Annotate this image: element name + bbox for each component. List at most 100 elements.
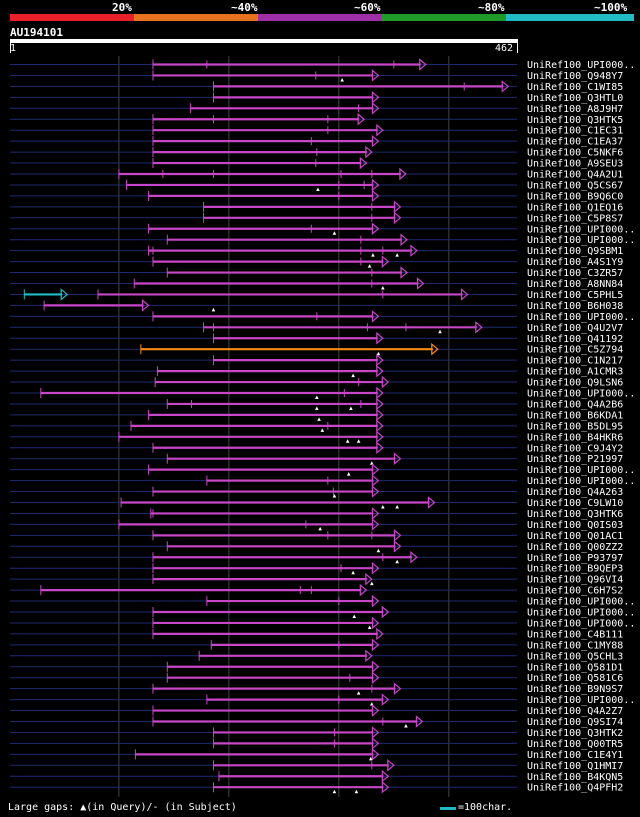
hit-end-arrow — [376, 386, 384, 400]
hit-label: UniRef100_A8NN84 — [527, 279, 623, 290]
hit-end-arrow — [381, 769, 390, 783]
hit-end-arrow — [365, 572, 373, 586]
query-gap-marker — [381, 286, 385, 290]
hit-label: UniRef100_Q9LSN6 — [527, 378, 623, 389]
hit-end-arrow — [371, 485, 380, 498]
color-bin-40 — [134, 14, 258, 21]
hit-end-arrow — [371, 222, 380, 236]
query-gap-marker — [352, 614, 357, 618]
hit-label: UniRef100_Q4A2U1 — [527, 170, 623, 181]
hit-label: UniRef100_Q00ZZ2 — [527, 542, 623, 553]
hit-label: UniRef100_B4HKR6 — [527, 432, 623, 443]
hit-label: UniRef100_C4B111 — [527, 629, 623, 640]
query-gap-marker — [370, 702, 374, 706]
hit-end-arrow — [415, 715, 424, 728]
hit-label: UniRef100_Q4U2V7 — [527, 323, 623, 334]
hit-label: UniRef100_C1WI85 — [527, 82, 623, 93]
hit-end-arrow — [393, 540, 402, 553]
query-gap-marker — [316, 187, 320, 191]
query-gap-marker — [367, 625, 372, 629]
hit-label: UniRef100_Q9SI74 — [527, 717, 623, 728]
query-gap-marker — [381, 505, 385, 509]
hit-end-arrow — [376, 364, 384, 378]
percent-label-60: ~60% — [354, 1, 381, 14]
hit-label: UniRef100_Q1EQ16 — [527, 202, 623, 213]
hit-end-arrow — [381, 375, 390, 389]
hit-end-arrow — [381, 693, 390, 706]
percent-label-20: 20% — [112, 1, 132, 14]
hit-end-arrow — [393, 682, 402, 695]
query-gap-marker — [332, 789, 337, 794]
hit-end-arrow — [371, 102, 380, 115]
query-gap-marker — [404, 724, 408, 728]
hit-label: UniRef100_Q5CS67 — [527, 180, 623, 191]
gaps-legend: Large gaps: ▲(in Query)/- (in Subject) — [8, 802, 237, 813]
scale-start: 1 — [10, 43, 17, 54]
hit-end-arrow — [371, 474, 380, 487]
hit-end-arrow — [376, 441, 384, 455]
hit-end-arrow — [371, 638, 380, 652]
hit-end-arrow — [501, 80, 510, 93]
hit-label: UniRef100_A8J9H7 — [527, 104, 623, 115]
hit-label: UniRef100_Q5CHL3 — [527, 651, 623, 662]
hit-end-arrow — [410, 550, 418, 564]
hit-label: UniRef100_B9N9S7 — [527, 684, 623, 695]
hit-end-arrow — [359, 583, 368, 597]
hit-label: UniRef100_UPI000.. — [527, 389, 635, 400]
hit-label: UniRef100_P21997 — [527, 454, 623, 465]
query-gap-marker — [370, 461, 374, 465]
percent-label-100: ~100% — [594, 1, 628, 14]
query-gap-marker — [346, 472, 351, 476]
hit-label: UniRef100_C1E4Y1 — [527, 750, 623, 761]
hit-end-arrow — [371, 748, 380, 761]
hit-label: UniRef100_UPI000.. — [527, 695, 635, 706]
color-bin-60 — [258, 14, 382, 21]
scale-legend-text: =100char. — [458, 802, 513, 813]
hit-label: UniRef100_Q4A2B6 — [527, 399, 623, 410]
query-gap-marker — [332, 494, 337, 498]
query-gap-marker — [340, 77, 344, 82]
hit-label: UniRef100_B5DL95 — [527, 421, 623, 432]
hit-label: UniRef100_Q01AC1 — [527, 531, 623, 542]
hit-end-arrow — [371, 737, 380, 750]
hit-end-arrow — [381, 780, 390, 794]
hit-end-arrow — [381, 255, 390, 268]
percent-label-40: ~40% — [231, 1, 258, 14]
query-gap-marker — [211, 307, 216, 312]
hit-label: UniRef100_Q00TR5 — [527, 739, 623, 750]
hit-label: UniRef100_Q4A2Z7 — [527, 706, 623, 717]
hit-label: UniRef100_C5P8S7 — [527, 213, 623, 224]
hit-end-arrow — [393, 211, 402, 225]
hit-end-arrow — [371, 189, 380, 203]
hit-end-arrow — [419, 58, 427, 71]
hit-end-arrow — [376, 627, 384, 641]
hit-end-arrow — [376, 408, 384, 422]
hit-label: UniRef100_B4KQN5 — [527, 772, 623, 783]
hit-label: UniRef100_A4S1Y9 — [527, 257, 623, 268]
query-gap-marker — [395, 559, 399, 564]
hit-end-arrow — [371, 726, 380, 739]
hit-label: UniRef100_UPI000.. — [527, 60, 635, 71]
hit-label: UniRef100_Q4A263 — [527, 487, 623, 498]
hit-label: UniRef100_Q4PFH2 — [527, 783, 623, 794]
hit-end-arrow — [371, 91, 380, 104]
hit-label: UniRef100_B9Q6C0 — [527, 191, 623, 202]
hit-label: UniRef100_B6KDA1 — [527, 410, 623, 421]
hit-label: UniRef100_UPI000.. — [527, 224, 635, 235]
query-gap-marker — [345, 439, 350, 443]
hit-label: UniRef100_C9LW10 — [527, 498, 623, 509]
hit-label: UniRef100_Q3HTK2 — [527, 728, 623, 739]
hit-label: UniRef100_A9SEU3 — [527, 159, 623, 170]
hit-label: UniRef100_UPI000.. — [527, 476, 635, 487]
query-gap-marker — [332, 231, 337, 235]
hit-end-arrow — [460, 288, 469, 301]
hit-end-arrow — [381, 605, 390, 619]
query-gap-marker — [395, 253, 399, 257]
hit-label: UniRef100_UPI000.. — [527, 465, 635, 476]
hit-label: UniRef100_B9QEP3 — [527, 564, 623, 575]
query-gap-marker — [315, 395, 319, 399]
hit-label: UniRef100_A1CMR3 — [527, 367, 623, 378]
query-gap-marker — [376, 351, 381, 356]
scale-tick-right — [517, 43, 518, 53]
hit-end-arrow — [371, 178, 380, 192]
